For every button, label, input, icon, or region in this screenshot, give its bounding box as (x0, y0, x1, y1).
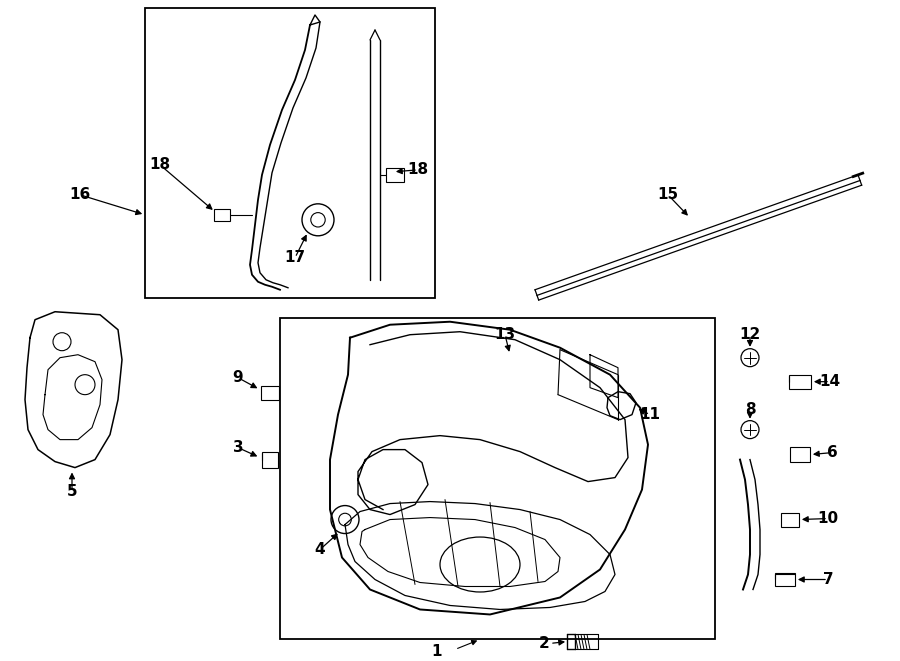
Text: 18: 18 (149, 157, 171, 173)
Ellipse shape (440, 537, 520, 592)
Text: 12: 12 (740, 327, 760, 342)
Text: 6: 6 (826, 445, 837, 460)
Bar (386, 168, 404, 182)
Bar (775, 572, 795, 586)
Bar (262, 451, 278, 467)
Text: 14: 14 (819, 374, 841, 389)
Text: 5: 5 (67, 484, 77, 499)
Text: 2: 2 (539, 636, 550, 651)
Bar (502, 353, 518, 367)
Bar (790, 447, 810, 462)
Text: 11: 11 (640, 407, 661, 422)
Text: 4: 4 (315, 542, 325, 557)
Text: 8: 8 (744, 402, 755, 417)
Text: 16: 16 (69, 187, 91, 202)
Text: 10: 10 (817, 511, 839, 526)
Bar (280, 318, 715, 639)
Text: 17: 17 (284, 251, 306, 265)
Bar (145, 8, 435, 297)
Text: 18: 18 (408, 163, 428, 177)
Bar (789, 375, 811, 389)
Bar (781, 512, 799, 527)
Bar (261, 385, 279, 400)
Text: 3: 3 (233, 440, 243, 455)
Bar (214, 209, 230, 221)
Text: 9: 9 (233, 370, 243, 385)
Text: 1: 1 (432, 644, 442, 659)
Text: 13: 13 (494, 327, 516, 342)
Text: 15: 15 (657, 187, 679, 202)
Text: 7: 7 (823, 572, 833, 587)
